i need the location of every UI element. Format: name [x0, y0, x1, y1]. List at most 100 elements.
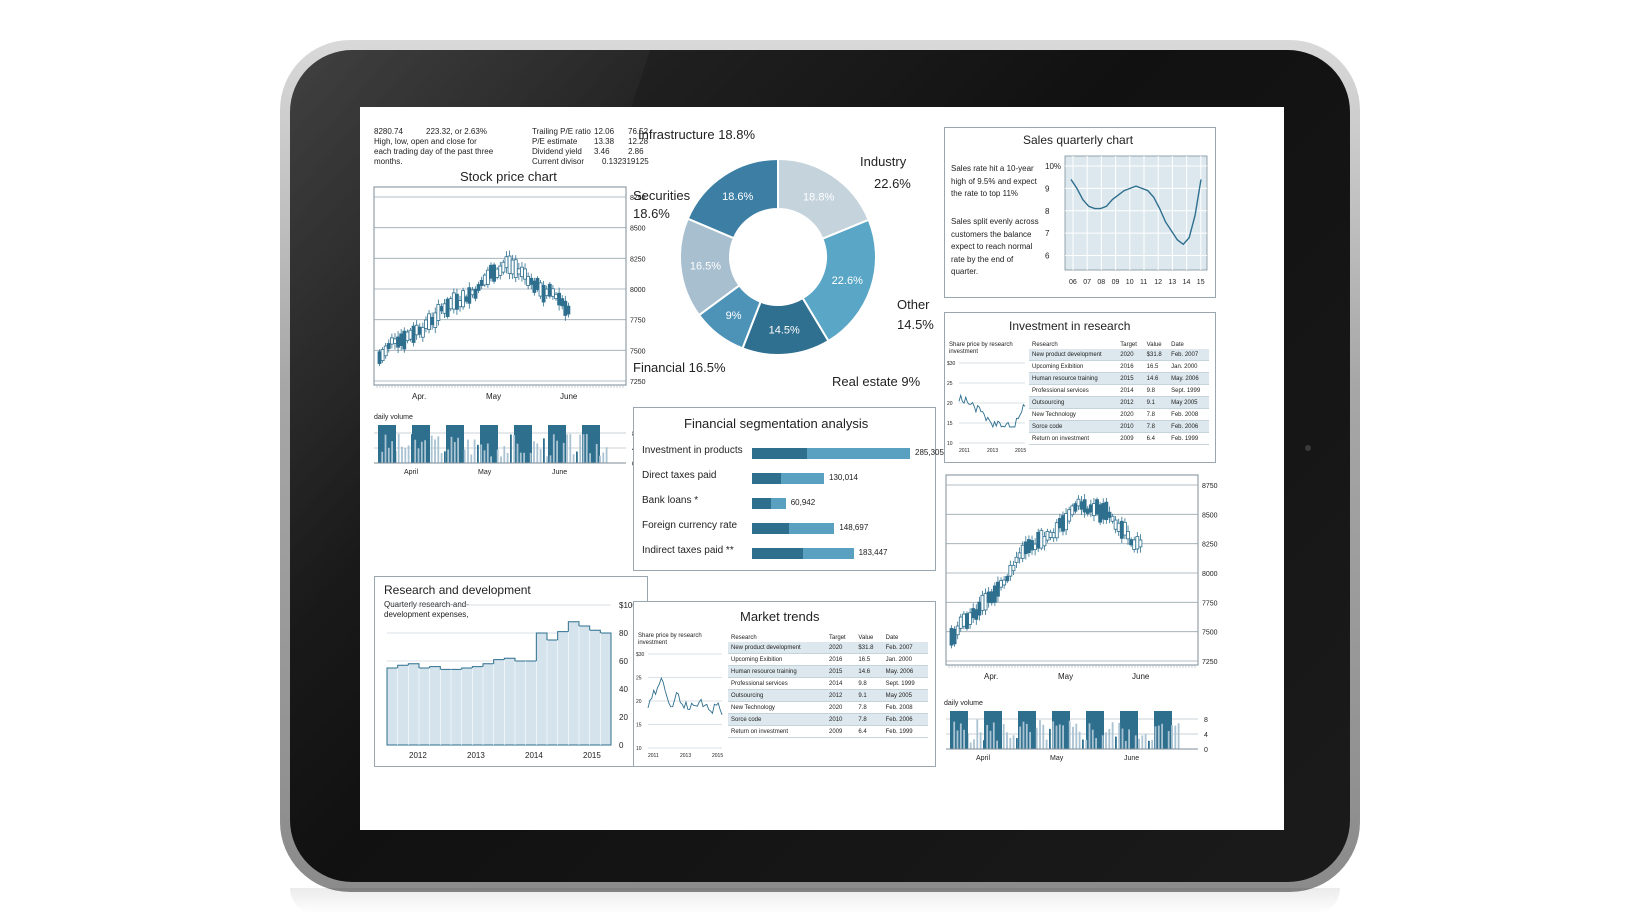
- sales-y-tick: 6: [1045, 252, 1050, 261]
- volume-bar: [983, 740, 985, 749]
- rnd-y-tick: 60: [619, 657, 628, 666]
- donut-slice-label: 18.8%: [803, 191, 834, 203]
- candle-body: [439, 306, 444, 312]
- sales-x-tick: 14: [1183, 279, 1191, 286]
- segment-bar: [752, 498, 786, 509]
- volume-bar: [556, 440, 558, 463]
- sales-x-tick: 11: [1140, 279, 1147, 286]
- candle-body: [526, 275, 531, 286]
- y-tick-label: 7750: [630, 318, 646, 325]
- candle-body: [427, 313, 431, 330]
- volume-bar: [999, 727, 1002, 749]
- volume-bar: [536, 443, 539, 463]
- x-tick-label: May: [486, 392, 501, 401]
- candle-body: [1088, 504, 1093, 513]
- table-cell: Human resource training: [728, 665, 827, 678]
- table-cell: Feb. 2008: [882, 701, 928, 714]
- candle-body: [535, 277, 540, 290]
- volume-x-tick-label: June: [552, 469, 567, 476]
- table-cell: New Technology: [728, 701, 827, 714]
- daily-volume-chart-2: 8 4 0 April May June: [946, 711, 1208, 762]
- volume-bar: [539, 449, 542, 463]
- table-row: Sorce code 2010 7.8 Feb. 2006: [1029, 420, 1209, 433]
- sector-donut-chart: 18.8% 22.6% 14.5% 9% 16.5% 18.6%: [679, 157, 877, 356]
- y-tick-label: 8000: [630, 287, 646, 294]
- volume-bar: [1095, 738, 1097, 749]
- candle-body: [999, 580, 1003, 588]
- table-header-cell: Value: [1146, 342, 1162, 348]
- candle-body: [467, 287, 472, 304]
- table-header-cell: Date: [1171, 342, 1184, 348]
- candle-body: [393, 338, 397, 344]
- candle-body: [399, 333, 404, 346]
- candle-body: [1076, 498, 1081, 507]
- volume-bar: [447, 449, 450, 463]
- rnd-area: [386, 621, 612, 746]
- volume-bar: [1082, 739, 1084, 749]
- table-cell: 2020: [826, 701, 856, 714]
- candle-body: [986, 591, 991, 604]
- candle-body: [455, 293, 459, 310]
- candle-body: [992, 585, 997, 603]
- table-header-cell: Research: [1032, 342, 1058, 348]
- volume-bar: [516, 443, 519, 463]
- candle-body: [1039, 529, 1044, 549]
- candle-body: [996, 581, 1000, 597]
- candle-body: [1101, 502, 1106, 520]
- table-header-cell: Target: [829, 635, 846, 641]
- segment-bar: [752, 523, 835, 534]
- volume-bar: [599, 455, 601, 463]
- candle-body: [1017, 552, 1022, 559]
- segment-label: Direct taxes paid: [642, 470, 717, 481]
- y-tick-label: 8000: [1202, 571, 1218, 578]
- investment-table: Research Target Value Date New product devel…: [1029, 341, 1209, 445]
- volume-bar: [976, 719, 979, 749]
- segment-value: 285,305: [915, 448, 944, 457]
- x-tick-label: June: [560, 392, 578, 401]
- metric-value-2: 2.86: [628, 147, 644, 156]
- volume-bar: [427, 456, 430, 463]
- y-tick-label: 8250: [1202, 542, 1218, 549]
- volume-bar: [394, 450, 397, 463]
- table-cell: 2014: [826, 677, 856, 690]
- volume-bar: [1177, 723, 1180, 749]
- table-cell: Sorce code: [1029, 420, 1118, 433]
- metric-label: P/E estimate: [532, 137, 578, 146]
- candle-body: [1135, 536, 1140, 550]
- volume-bar: [420, 441, 423, 463]
- mini-x-tick: 2013: [987, 448, 998, 454]
- candle-body: [1036, 531, 1041, 549]
- x-tick-label: May: [1058, 672, 1073, 681]
- candle-body: [1064, 513, 1068, 531]
- camera-dot: [1305, 445, 1311, 451]
- volume-bar: [1148, 740, 1150, 749]
- volume-x-tick-label: April: [976, 755, 990, 762]
- candle-body: [380, 349, 385, 362]
- volume-bar: [1012, 735, 1015, 749]
- volume-bar: [457, 437, 459, 463]
- volume-bar: [519, 452, 522, 463]
- candle-body: [402, 330, 407, 350]
- y-tick-label: 8500: [1202, 512, 1218, 519]
- table-cell: 7.8: [855, 713, 883, 726]
- table-cell: Upcoming Exibition: [728, 653, 827, 666]
- volume-bar: [381, 451, 384, 463]
- volume-bar: [1151, 739, 1154, 749]
- volume-bar: [1032, 721, 1035, 749]
- volume-bar: [559, 437, 562, 463]
- segment-bar: [752, 448, 910, 459]
- candle-body: [968, 612, 972, 625]
- candle-body: [1045, 530, 1050, 541]
- volume-bar: [384, 434, 387, 463]
- candle-body: [476, 284, 481, 291]
- segment-row: Indirect taxes paid ** 183,447: [634, 542, 934, 562]
- volume-bar: [1157, 725, 1160, 749]
- volume-bar: [549, 455, 552, 463]
- candle-body: [541, 284, 546, 303]
- candle-body: [1098, 504, 1103, 523]
- candle-body: [1005, 575, 1010, 582]
- segment-bar-dark: [752, 473, 781, 484]
- segment-label: Bank loans *: [642, 495, 699, 506]
- donut-label-other-pct: 14.5%: [897, 317, 934, 332]
